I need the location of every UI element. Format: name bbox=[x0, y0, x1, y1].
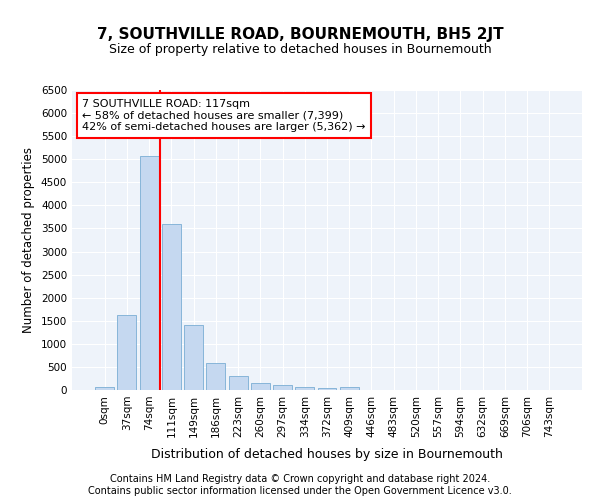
Bar bbox=[229, 376, 248, 390]
Bar bbox=[95, 386, 114, 390]
Y-axis label: Number of detached properties: Number of detached properties bbox=[22, 147, 35, 333]
Bar bbox=[184, 326, 203, 390]
Bar bbox=[206, 364, 225, 390]
Text: Size of property relative to detached houses in Bournemouth: Size of property relative to detached ho… bbox=[109, 42, 491, 56]
Text: 7, SOUTHVILLE ROAD, BOURNEMOUTH, BH5 2JT: 7, SOUTHVILLE ROAD, BOURNEMOUTH, BH5 2JT bbox=[97, 28, 503, 42]
Bar bbox=[317, 388, 337, 390]
Bar bbox=[140, 156, 158, 390]
Bar bbox=[118, 315, 136, 390]
Bar bbox=[295, 386, 314, 390]
Bar bbox=[251, 383, 270, 390]
Text: 7 SOUTHVILLE ROAD: 117sqm
← 58% of detached houses are smaller (7,399)
42% of se: 7 SOUTHVILLE ROAD: 117sqm ← 58% of detac… bbox=[82, 99, 366, 132]
Bar bbox=[273, 386, 292, 390]
Text: Contains public sector information licensed under the Open Government Licence v3: Contains public sector information licen… bbox=[88, 486, 512, 496]
Text: Contains HM Land Registry data © Crown copyright and database right 2024.: Contains HM Land Registry data © Crown c… bbox=[110, 474, 490, 484]
X-axis label: Distribution of detached houses by size in Bournemouth: Distribution of detached houses by size … bbox=[151, 448, 503, 461]
Bar bbox=[340, 386, 359, 390]
Bar bbox=[162, 224, 181, 390]
